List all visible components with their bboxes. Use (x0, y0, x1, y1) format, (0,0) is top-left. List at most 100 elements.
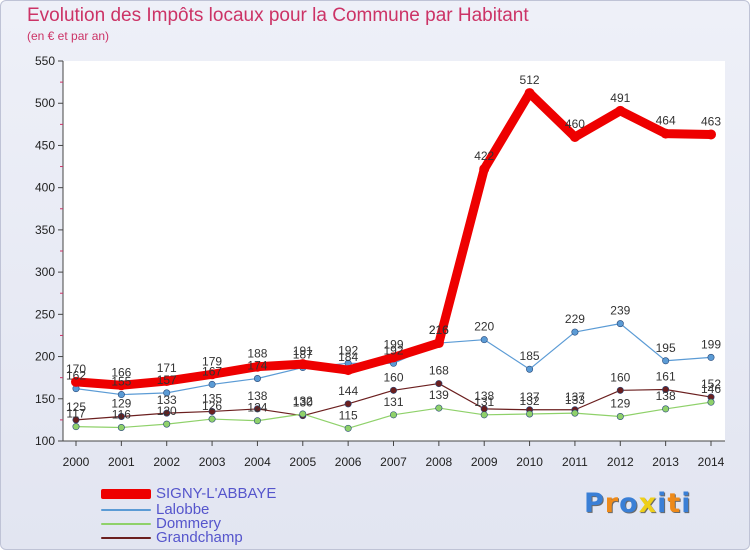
data-label-3: 161 (656, 369, 676, 383)
data-label-3: 133 (157, 393, 177, 407)
legend-label-lalobbe: Lalobbe (156, 501, 210, 518)
data-label-2: 115 (339, 408, 358, 422)
data-point-3 (72, 416, 80, 424)
x-tick-label: 2014 (698, 455, 725, 469)
data-label-3: 152 (701, 377, 721, 391)
data-point-3 (435, 380, 443, 388)
data-point-2 (662, 405, 670, 413)
data-label-1: 187 (293, 348, 313, 362)
data-point-2 (72, 423, 80, 431)
data-label-2: 126 (202, 399, 222, 413)
data-label-3: 168 (429, 364, 449, 378)
y-tick-label: 400 (35, 181, 55, 195)
data-point-0 (479, 164, 490, 175)
data-label-1: 229 (565, 312, 585, 326)
logo-letter: r (604, 488, 620, 519)
logo-letter: P (584, 488, 605, 519)
x-tick-label: 2007 (380, 455, 407, 469)
data-point-2 (117, 423, 125, 431)
chart-title: Evolution des Impôts locaux pour la Comm… (27, 5, 529, 26)
data-point-2 (571, 409, 579, 417)
data-label-0: 171 (157, 361, 177, 375)
data-point-0 (297, 359, 308, 370)
data-point-0 (116, 380, 127, 391)
data-point-3 (253, 405, 261, 413)
data-label-1: 192 (383, 343, 403, 357)
x-tick-label: 2005 (289, 455, 316, 469)
data-label-3: 138 (247, 389, 267, 403)
data-point-2 (526, 410, 534, 418)
y-tick-label: 150 (35, 392, 55, 406)
legend-label-signy: SIGNY-L'ABBAYE (156, 485, 277, 502)
y-tick-label: 350 (35, 223, 55, 237)
data-point-2 (208, 415, 216, 423)
data-label-1: 167 (202, 364, 222, 378)
data-point-2 (163, 420, 171, 428)
proxiti-logo: Proxiti (584, 488, 692, 519)
data-label-2: 139 (429, 388, 449, 402)
y-tick-label: 500 (35, 96, 55, 110)
data-point-0 (71, 376, 81, 387)
data-point-0 (343, 365, 354, 376)
data-label-1: 195 (656, 341, 676, 355)
legend-swatch-dommery (101, 523, 151, 525)
x-tick-label: 2009 (471, 455, 498, 469)
y-tick-label: 200 (35, 350, 55, 364)
data-label-3: 144 (338, 384, 358, 398)
data-label-2: 131 (383, 395, 403, 409)
data-point-1 (526, 365, 534, 373)
data-point-0 (388, 352, 399, 363)
data-point-3 (344, 400, 352, 408)
data-label-2: 138 (656, 389, 676, 403)
x-tick-label: 2004 (244, 455, 271, 469)
legend-label-grandchamp: Grandchamp (156, 529, 243, 546)
logo-letter: i (681, 488, 692, 519)
data-label-2: 132 (293, 394, 313, 408)
legend-swatch-grandchamp (101, 537, 151, 539)
data-label-2: 116 (112, 407, 131, 421)
data-label-0: 188 (247, 347, 267, 361)
x-tick-label: 2003 (199, 455, 226, 469)
data-label-0: 170 (66, 362, 86, 376)
data-point-1 (571, 328, 579, 336)
data-point-2 (344, 424, 352, 432)
logo-letter: x (638, 488, 658, 519)
data-label-2: 146 (701, 382, 721, 396)
data-label-1: 162 (66, 369, 86, 383)
data-point-1 (616, 320, 624, 328)
legend-item-dommery: Dommery (101, 516, 221, 532)
x-tick-label: 2006 (335, 455, 362, 469)
data-label-0: 166 (111, 365, 131, 379)
data-label-3: 137 (565, 390, 585, 404)
data-label-0: 179 (202, 354, 222, 368)
legend-swatch-signy (101, 489, 151, 499)
data-point-2 (616, 413, 624, 421)
data-label-1: 239 (610, 304, 630, 318)
data-label-0: 191 (293, 344, 313, 358)
data-label-2: 129 (610, 397, 630, 411)
y-tick-label: 550 (35, 54, 55, 68)
logo-letter: t (667, 488, 682, 519)
data-point-0 (524, 88, 535, 99)
y-tick-label: 300 (35, 265, 55, 279)
data-label-1: 192 (338, 343, 358, 357)
data-label-3: 125 (66, 400, 86, 414)
data-point-0 (207, 369, 218, 380)
legend-label-dommery: Dommery (156, 515, 222, 532)
x-tick-label: 2008 (426, 455, 453, 469)
data-point-3 (163, 409, 171, 417)
x-tick-label: 2012 (607, 455, 634, 469)
data-label-3: 130 (293, 396, 313, 410)
data-point-1 (163, 389, 171, 397)
data-point-0 (706, 129, 716, 140)
data-label-0: 464 (656, 114, 676, 128)
legend-item-signy: SIGNY-L'ABBAYE (101, 486, 276, 502)
data-label-1: 185 (520, 349, 540, 363)
data-label-1: 157 (157, 373, 177, 387)
data-label-3: 135 (202, 391, 222, 405)
data-point-0 (252, 361, 263, 372)
data-label-0: 491 (610, 91, 630, 105)
x-tick-label: 2010 (516, 455, 543, 469)
data-label-2: 120 (157, 404, 177, 418)
